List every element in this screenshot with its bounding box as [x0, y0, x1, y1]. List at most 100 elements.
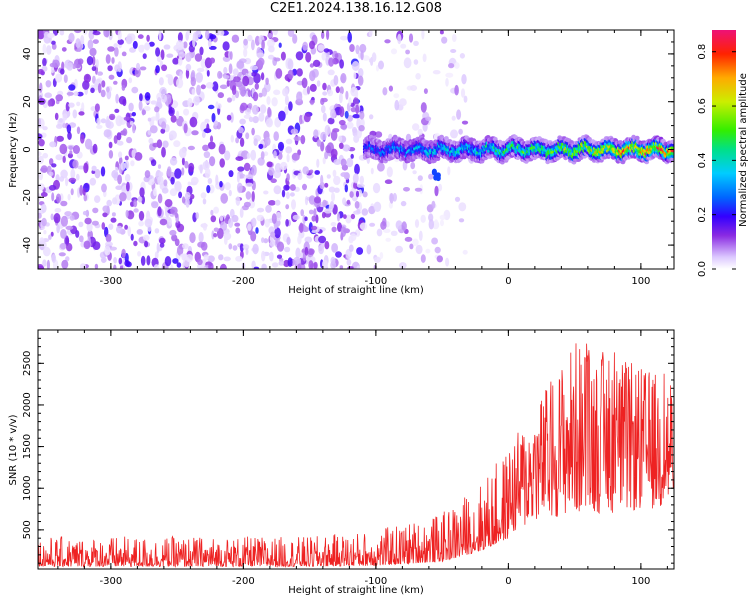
- spectrogram-noise-cell: [87, 39, 94, 50]
- spectrogram-noise-cell: [264, 136, 271, 146]
- spectrogram-noise-cell: [452, 34, 457, 42]
- spectrogram-noise-cell: [138, 100, 143, 111]
- spectrogram-noise-cell: [219, 180, 223, 188]
- spectrogram-noise-cell: [304, 236, 313, 243]
- spectrogram-noise-cell: [356, 247, 364, 255]
- spectrogram-noise-cell: [135, 62, 141, 71]
- spectrogram-noise-cell: [347, 266, 355, 269]
- spectrogram-noise-cell: [161, 146, 166, 158]
- spectrogram-noise-cell: [130, 160, 135, 167]
- spectrogram-noise-cell: [210, 215, 217, 223]
- spectrogram-noise-cell: [71, 63, 77, 69]
- spectrogram-noise-cell: [456, 109, 462, 120]
- spectrogram-noise-cell: [123, 116, 130, 121]
- spectrogram-noise-cell: [76, 101, 81, 107]
- spectrogram-noise-cell: [114, 64, 120, 72]
- spectrogram-noise-cell: [194, 53, 203, 62]
- spectrogram-noise-cell: [285, 191, 290, 199]
- spectrogram-noise-cell: [252, 243, 259, 255]
- spectrogram-noise-cell: [196, 67, 205, 73]
- spectrogram-noise-cell: [277, 141, 285, 151]
- spectrogram-ridge-layer: [362, 134, 674, 182]
- spectrogram-noise-cell: [255, 227, 259, 234]
- spectrogram-noise-cell: [209, 156, 216, 167]
- spectrogram-noise-cell: [65, 176, 69, 187]
- spectrogram-noise-cell: [297, 235, 302, 245]
- spectrogram-noise-cell: [232, 68, 239, 76]
- spectrogram-noise-cell: [247, 223, 252, 231]
- spectrogram-noise-cell: [140, 255, 146, 266]
- spectrogram-noise-cell: [320, 141, 325, 152]
- spectrogram-noise-cell: [311, 215, 316, 222]
- spectrogram-noise-cell: [64, 211, 72, 217]
- spectrogram-noise-cell: [321, 31, 325, 39]
- spectrogram-noise-cell: [285, 219, 289, 227]
- spectrogram-noise-cell: [46, 45, 52, 55]
- spectrogram-noise-cell: [316, 139, 322, 147]
- spectrogram-noise-cell: [415, 73, 421, 80]
- x-tick-label: -200: [232, 276, 255, 287]
- spectrogram-noise-cell: [50, 231, 54, 237]
- spectrogram-noise-cell: [395, 245, 403, 253]
- spectrogram-noise-cell: [267, 39, 275, 48]
- spectrogram-noise-cell: [178, 51, 186, 59]
- spectrogram-noise-cell: [38, 265, 45, 269]
- spectrogram-noise-cell: [92, 241, 101, 251]
- spectrogram-noise-cell: [235, 227, 241, 234]
- spectrogram-noise-cell: [190, 76, 196, 87]
- spectrogram-noise-cell: [161, 93, 167, 103]
- spectrogram-noise-cell: [439, 214, 446, 221]
- spectrogram-noise-cell: [159, 242, 165, 248]
- spectrogram-noise-cell: [461, 74, 467, 85]
- spectrogram-noise-cell: [412, 238, 419, 247]
- spectrogram-noise-cell: [239, 137, 245, 147]
- spectrogram-noise-cell: [174, 168, 182, 179]
- spectrogram-noise-cell: [131, 112, 136, 117]
- spectrogram-noise-cell: [154, 251, 159, 259]
- spectrogram-noise-cell: [232, 245, 238, 251]
- spectrogram-noise-cell: [229, 51, 233, 60]
- spectrogram-noise-cell: [324, 182, 329, 188]
- spectrogram-noise-cell: [42, 43, 47, 55]
- spectrogram-noise-cell: [308, 209, 314, 215]
- spectrogram-noise-cell: [327, 89, 334, 97]
- spectrogram-noise-cell: [285, 204, 290, 210]
- spectrogram-noise-cell: [352, 126, 357, 134]
- spectrogram-noise-cell: [101, 80, 106, 88]
- spectrogram-noise-cell: [62, 113, 68, 121]
- spectrogram-noise-cell: [330, 148, 338, 158]
- spectrogram-noise-cell: [248, 70, 252, 79]
- spectrogram-noise-cell: [121, 248, 126, 259]
- spectrogram-noise-cell: [222, 41, 230, 51]
- spectrogram-noise-cell: [224, 182, 231, 191]
- spectrogram-noise-cell: [289, 184, 296, 191]
- spectrogram-noise-cell: [252, 116, 259, 124]
- spectrogram-noise-cell: [286, 180, 290, 186]
- spectrogram-noise-cell: [58, 252, 66, 257]
- spectrogram-noise-cell: [371, 52, 377, 63]
- spectrogram-noise-cell: [114, 166, 119, 172]
- spectrogram-noise-cell: [251, 104, 259, 115]
- spectrogram-noise-cell: [205, 82, 214, 89]
- spectrogram-noise-cell: [158, 30, 162, 41]
- figure-title: C2E1.2024.138.16.12.G08: [269, 1, 443, 16]
- spectrogram-noise-cell: [142, 53, 147, 59]
- spectrogram-noise-cell: [235, 137, 240, 144]
- spectrogram-noise-cell: [250, 149, 257, 161]
- spectrogram-noise-cell: [274, 227, 281, 239]
- spectrogram-noise-cell: [330, 108, 336, 119]
- spectrogram-noise-cell: [314, 170, 321, 175]
- spectrogram-noise-cell: [230, 134, 234, 143]
- spectrogram-noise-cell: [340, 158, 347, 167]
- spectrogram-noise-cell: [273, 131, 280, 142]
- spectrogram-ridge-cell: [670, 139, 674, 144]
- spectrogram-noise-cell: [271, 97, 278, 107]
- spectrogram-noise-cell: [349, 191, 354, 198]
- spectrogram-noise-cell: [188, 162, 195, 173]
- spectrogram-noise-cell: [235, 255, 243, 262]
- spectrogram-noise-cell: [274, 199, 281, 206]
- spectrogram-noise-cell: [359, 43, 367, 53]
- spectrogram-noise-cell: [228, 243, 233, 250]
- spectrogram-noise-cell: [90, 87, 95, 94]
- spectrogram-noise-cell: [66, 124, 72, 134]
